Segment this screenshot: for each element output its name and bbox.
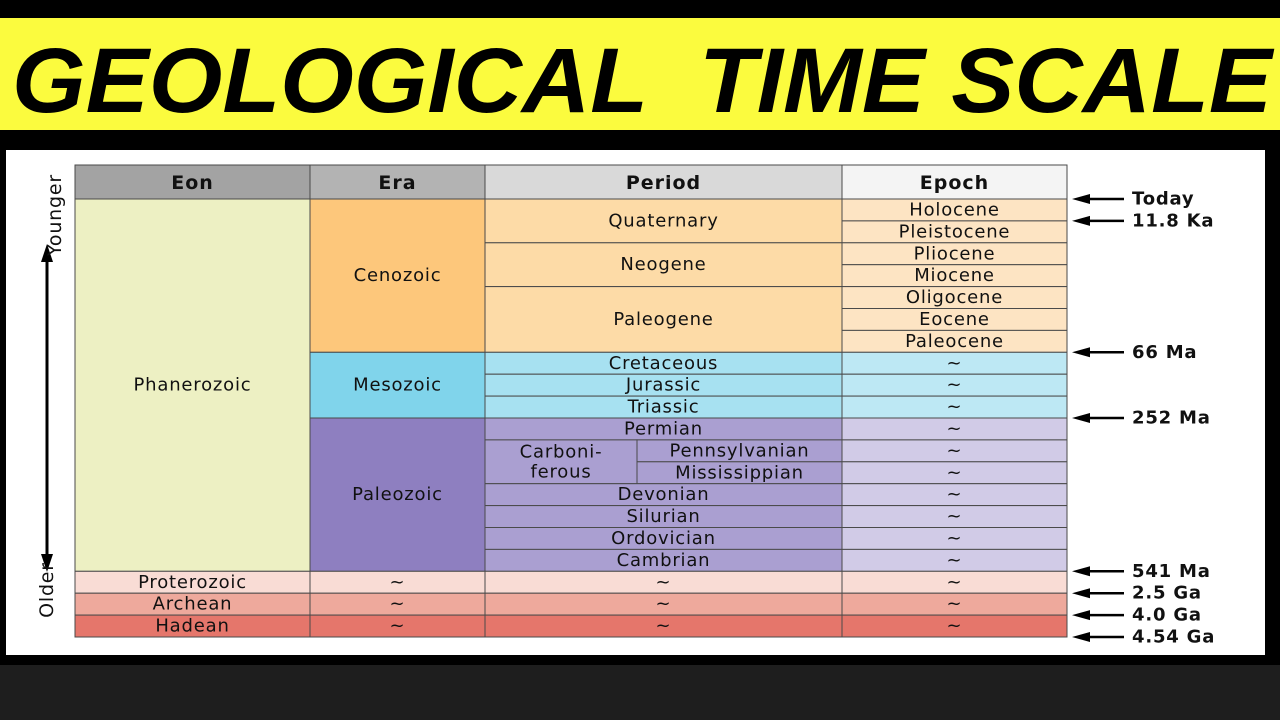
epoch: ~	[947, 440, 963, 461]
era: Cenozoic	[354, 265, 442, 286]
time-marker: 4.0 Ga	[1132, 605, 1202, 626]
footer-bar	[0, 665, 1280, 720]
era: Paleozoic	[352, 484, 443, 505]
eon-cell	[74, 198, 311, 572]
era-cell	[309, 198, 486, 353]
header-cell	[841, 164, 1068, 200]
column-header: Eon	[171, 172, 214, 194]
banner	[0, 18, 1280, 130]
epoch: ~	[947, 572, 963, 593]
older-label: Older	[36, 562, 58, 618]
epoch: Pleistocene	[899, 221, 1011, 242]
epoch: ~	[947, 616, 963, 637]
younger-label: Younger	[44, 174, 66, 257]
epoch: Holocene	[909, 199, 999, 220]
period: ferous	[530, 461, 591, 482]
era: ~	[390, 594, 406, 615]
period: Carboni-	[520, 441, 603, 462]
column-header: Period	[626, 172, 701, 194]
subperiod: Mississippian	[675, 462, 804, 483]
period: ~	[656, 594, 672, 615]
period: Paleogene	[613, 309, 713, 330]
epoch: ~	[947, 506, 963, 527]
epoch: Oligocene	[906, 287, 1003, 308]
marker-arrow-head	[1072, 194, 1090, 204]
epoch: ~	[947, 528, 963, 549]
marker-arrow-head	[1072, 566, 1090, 577]
time-marker: 2.5 Ga	[1132, 583, 1202, 604]
period: ~	[656, 616, 672, 637]
period: Neogene	[620, 254, 706, 275]
eon: Phanerozoic	[134, 375, 252, 396]
period: Cambrian	[617, 550, 711, 571]
period-cell	[484, 198, 843, 244]
time-marker: 252 Ma	[1132, 408, 1211, 429]
era-cell	[309, 417, 486, 572]
period-cell	[484, 439, 638, 485]
epoch: Eocene	[919, 309, 990, 330]
epoch: ~	[947, 397, 963, 418]
header-cell	[309, 164, 486, 200]
eon: Proterozoic	[138, 572, 247, 593]
time-marker: 541 Ma	[1132, 561, 1211, 582]
marker-arrow-head	[1072, 413, 1090, 423]
time-marker: 4.54 Ga	[1132, 627, 1215, 648]
epoch: ~	[947, 418, 963, 439]
eon: Archean	[153, 594, 233, 615]
period: Devonian	[618, 484, 710, 505]
marker-arrow-head	[1072, 588, 1090, 599]
eon: Hadean	[155, 616, 229, 637]
epoch: Miocene	[914, 265, 995, 286]
period: Triassic	[627, 397, 700, 418]
era-cell	[309, 351, 486, 419]
subperiod: Pennsylvanian	[669, 440, 809, 461]
period-cell	[484, 242, 843, 288]
epoch: ~	[947, 594, 963, 615]
marker-arrow-head	[1072, 215, 1090, 226]
time-marker: 66 Ma	[1132, 342, 1197, 363]
epoch: ~	[947, 550, 963, 571]
marker-arrow-head	[1072, 632, 1090, 642]
epoch: Pliocene	[914, 243, 996, 264]
period: Cretaceous	[609, 353, 719, 374]
arrow-head	[41, 554, 53, 572]
era: ~	[390, 616, 406, 637]
marker-arrow-head	[1072, 347, 1090, 358]
header-cell	[484, 164, 843, 200]
period: ~	[656, 572, 672, 593]
epoch: ~	[947, 484, 963, 505]
column-header: Epoch	[920, 172, 989, 194]
period: Quaternary	[608, 210, 718, 231]
epoch: ~	[947, 353, 963, 374]
period: Permian	[624, 418, 703, 439]
epoch: Paleocene	[905, 331, 1004, 352]
period-cell	[484, 286, 843, 353]
header-cell	[74, 164, 311, 200]
period: Jurassic	[625, 375, 701, 396]
column-header: Era	[378, 172, 416, 194]
time-marker: Today	[1132, 189, 1194, 210]
marker-arrow-head	[1072, 610, 1090, 621]
time-marker: 11.8 Ka	[1132, 210, 1214, 231]
period: Ordovician	[611, 528, 716, 549]
eon-cell	[74, 614, 311, 638]
era: ~	[390, 572, 406, 593]
epoch: ~	[947, 462, 963, 483]
era: Mesozoic	[353, 375, 442, 396]
title: GEOLOGICAL TIME SCALE	[12, 30, 1275, 132]
epoch: ~	[947, 375, 963, 396]
period: Silurian	[626, 506, 700, 527]
arrow-head	[41, 244, 53, 262]
